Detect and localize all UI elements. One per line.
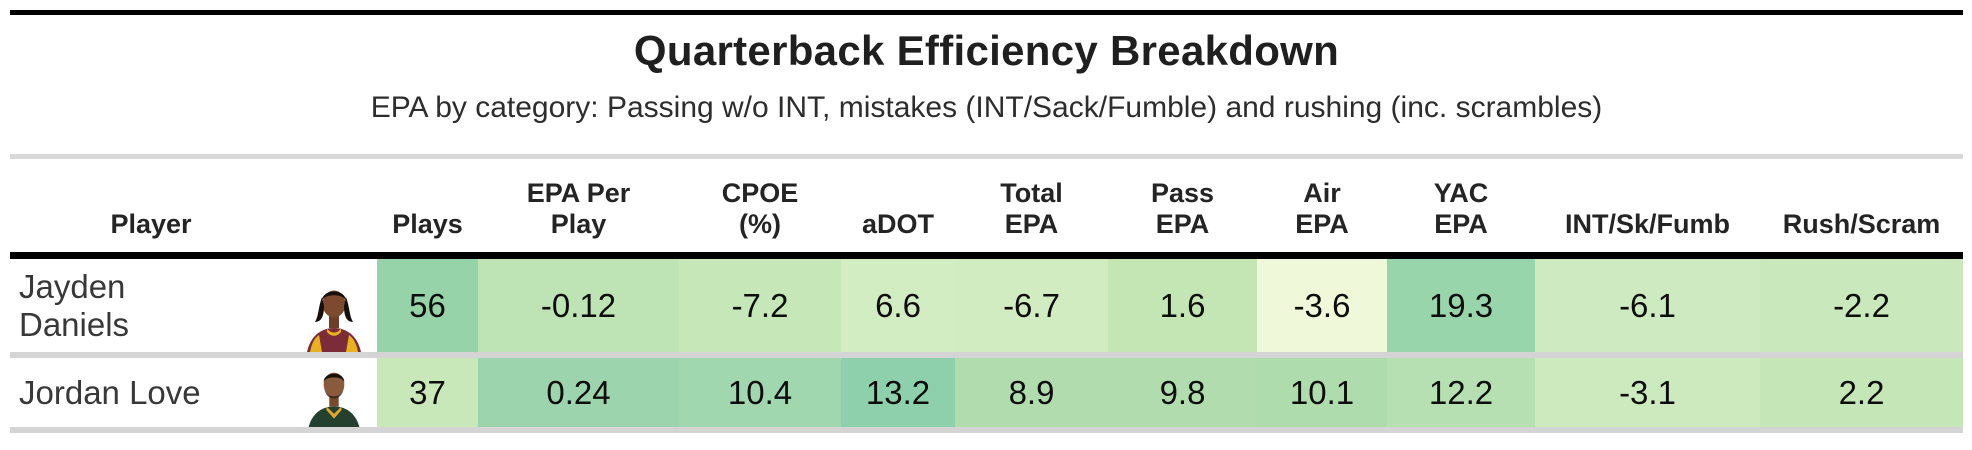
cell-rush-scram: 2.2: [1760, 358, 1963, 427]
column-header-adot: aDOT: [861, 209, 934, 239]
column-header-player: Player: [110, 209, 192, 239]
page-subtitle: EPA by category: Passing w/o INT, mistak…: [370, 91, 1603, 124]
cell-total-epa: -6.7: [955, 259, 1108, 352]
bottom-rule: [10, 427, 1963, 433]
cell-adot: 6.6: [841, 259, 955, 352]
jordan-love-headshot-icon: [308, 372, 359, 427]
row-divider: [10, 352, 1963, 358]
cell-epa-per-play: 0.24: [478, 358, 679, 427]
cell-air-epa: -3.6: [1257, 259, 1387, 352]
cell-cpoe: -7.2: [679, 259, 841, 352]
table-row: Jordan Love 37 0.24 10.4 13.2 8.9 9.8 10…: [10, 358, 1963, 427]
cell-epa-per-play: -0.12: [478, 259, 679, 352]
player-headshot-avatar: [290, 259, 377, 352]
header-rule: [10, 252, 1963, 259]
column-header-cpoe: CPOE (%): [721, 178, 799, 239]
cell-pass-epa: 1.6: [1108, 259, 1257, 352]
cell-air-epa: 10.1: [1257, 358, 1387, 427]
cell-yac-epa: 12.2: [1387, 358, 1535, 427]
cell-int-sk-fumb: -6.1: [1535, 259, 1760, 352]
column-header-int-sk-fumb: INT/Sk/Fumb: [1564, 209, 1730, 239]
cell-plays: 37: [377, 358, 478, 427]
table-header-row: Player Plays EPA Per Play CPOE (%) aDOT …: [10, 159, 1963, 252]
cell-adot: 13.2: [841, 358, 955, 427]
column-header-rush-scram: Rush/Scram: [1782, 209, 1941, 239]
column-header-pass-epa: Pass EPA: [1150, 178, 1215, 239]
top-rule: [10, 10, 1963, 15]
subtitle-divider: [10, 154, 1963, 159]
cell-int-sk-fumb: -3.1: [1535, 358, 1760, 427]
column-header-plays: Plays: [392, 209, 463, 239]
column-header-epa-per-play: EPA Per Play: [526, 178, 631, 239]
player-name: Jayden Daniels: [10, 259, 290, 352]
cell-plays: 56: [377, 259, 478, 352]
table-row: Jayden Daniels 56 -0.12 -7.2 6.6: [10, 259, 1963, 352]
page-title: Quarterback Efficiency Breakdown: [633, 27, 1340, 74]
column-header-total-epa: Total EPA: [1000, 178, 1063, 239]
column-header-air-epa: Air EPA: [1295, 178, 1349, 239]
cell-yac-epa: 19.3: [1387, 259, 1535, 352]
cell-pass-epa: 9.8: [1108, 358, 1257, 427]
cell-rush-scram: -2.2: [1760, 259, 1963, 352]
column-header-yac-epa: YAC EPA: [1433, 178, 1489, 239]
cell-cpoe: 10.4: [679, 358, 841, 427]
player-name: Jordan Love: [10, 358, 290, 427]
cell-total-epa: 8.9: [955, 358, 1108, 427]
player-headshot-avatar: [290, 358, 377, 427]
jayden-daniels-headshot-icon: [306, 290, 361, 352]
